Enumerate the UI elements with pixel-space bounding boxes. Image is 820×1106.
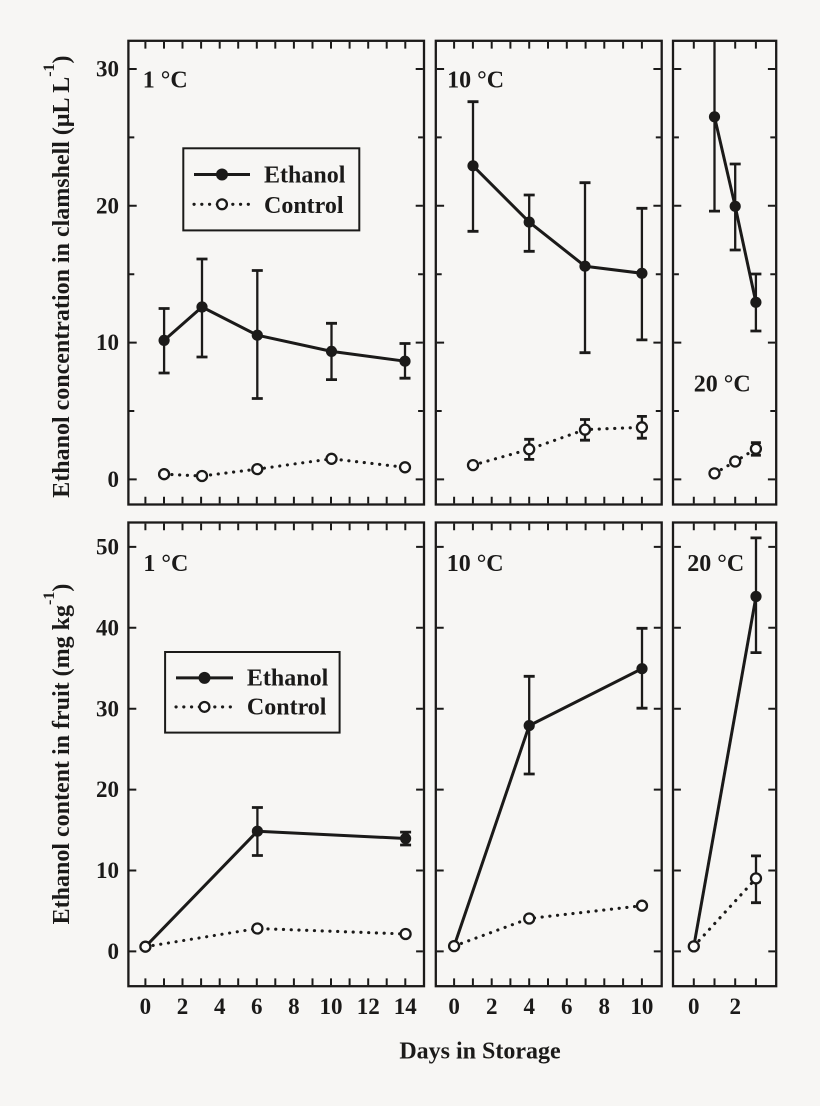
svg-text:30: 30 bbox=[96, 57, 119, 82]
svg-text:10 °C: 10 °C bbox=[447, 68, 504, 94]
svg-text:10: 10 bbox=[630, 994, 653, 1019]
svg-text:10: 10 bbox=[320, 994, 343, 1019]
svg-text:30: 30 bbox=[96, 696, 119, 721]
svg-text:2: 2 bbox=[486, 994, 498, 1019]
svg-text:12: 12 bbox=[357, 994, 380, 1019]
svg-text:50: 50 bbox=[96, 535, 119, 560]
svg-text:0: 0 bbox=[108, 939, 120, 964]
svg-text:20 °C: 20 °C bbox=[694, 372, 751, 398]
svg-text:0: 0 bbox=[108, 467, 120, 492]
svg-text:1 °C: 1 °C bbox=[143, 68, 188, 94]
svg-text:20: 20 bbox=[96, 777, 119, 802]
svg-text:2: 2 bbox=[729, 994, 741, 1019]
svg-text:1 °C: 1 °C bbox=[143, 551, 188, 577]
svg-text:8: 8 bbox=[288, 994, 300, 1019]
svg-text:10: 10 bbox=[96, 330, 119, 355]
svg-text:4: 4 bbox=[214, 994, 226, 1019]
svg-text:4: 4 bbox=[523, 994, 535, 1019]
svg-text:Control: Control bbox=[247, 695, 327, 721]
svg-text:Days in Storage: Days in Storage bbox=[399, 1039, 561, 1065]
svg-text:Ethanol: Ethanol bbox=[247, 666, 329, 692]
svg-text:40: 40 bbox=[96, 615, 119, 640]
svg-text:10 °C: 10 °C bbox=[447, 551, 504, 577]
svg-text:8: 8 bbox=[599, 994, 611, 1019]
svg-text:14: 14 bbox=[394, 994, 418, 1019]
svg-text:20: 20 bbox=[96, 193, 119, 218]
svg-text:10: 10 bbox=[96, 858, 119, 883]
svg-text:6: 6 bbox=[561, 994, 573, 1019]
svg-text:Control: Control bbox=[264, 193, 344, 219]
svg-text:Ethanol: Ethanol bbox=[264, 162, 346, 188]
svg-text:20 °C: 20 °C bbox=[687, 551, 744, 577]
svg-text:2: 2 bbox=[177, 994, 189, 1019]
svg-text:0: 0 bbox=[448, 994, 460, 1019]
svg-text:0: 0 bbox=[688, 994, 700, 1019]
svg-text:6: 6 bbox=[251, 994, 263, 1019]
svg-text:0: 0 bbox=[140, 994, 152, 1019]
